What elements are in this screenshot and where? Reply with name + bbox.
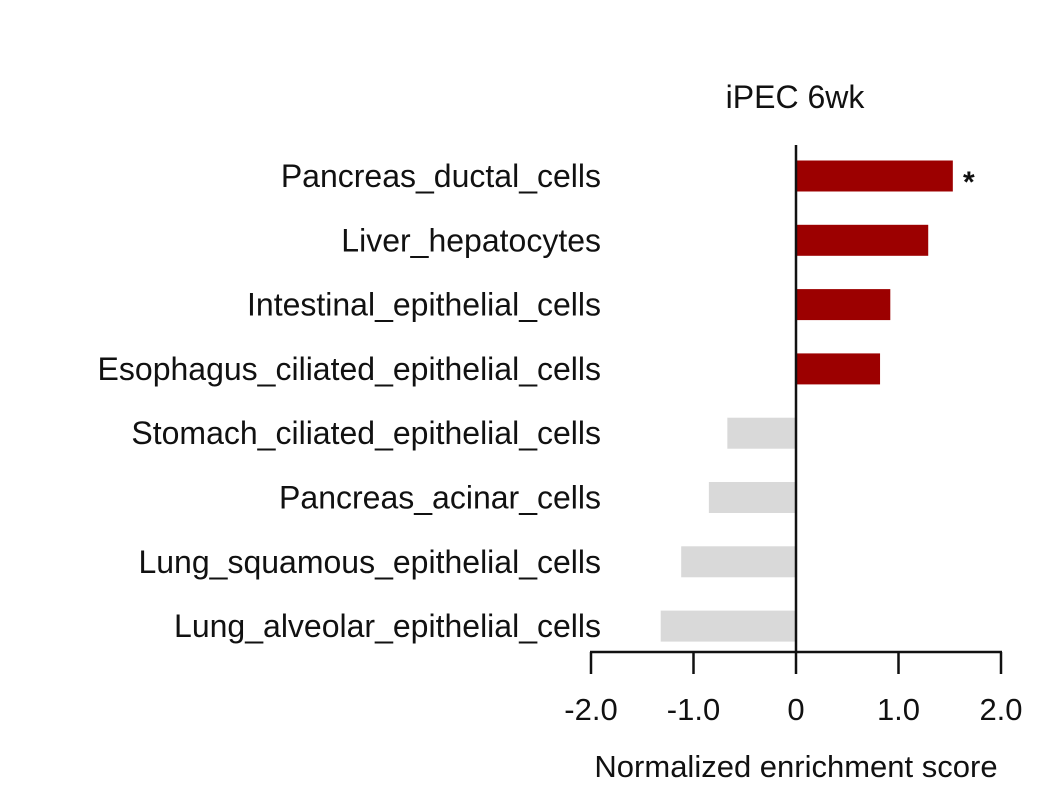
- category-label: Pancreas_ductal_cells: [281, 158, 601, 194]
- x-tick-label: 1.0: [877, 692, 920, 727]
- bar-liver-hepatocytes: [796, 224, 929, 256]
- category-label: Liver_hepatocytes: [341, 222, 601, 258]
- category-label: Intestinal_epithelial_cells: [247, 287, 601, 323]
- x-tick-label: -1.0: [667, 692, 720, 727]
- x-tick-label: -2.0: [564, 692, 617, 727]
- bar-esophagus-ciliated-epithelial-cells: [796, 353, 881, 385]
- category-label: Lung_squamous_epithelial_cells: [138, 544, 601, 580]
- bar-stomach-ciliated-epithelial-cells: [727, 417, 796, 449]
- bar-pancreas-acinar-cells: [708, 482, 796, 513]
- x-axis-title: Normalized enrichment score: [594, 749, 997, 784]
- x-tick-label: 0: [787, 692, 804, 727]
- bar-lung-squamous-epithelial-cells: [681, 546, 796, 578]
- bars-layer: [660, 160, 953, 642]
- significance-marker: *: [963, 166, 975, 199]
- x-tick-label: 2.0: [979, 692, 1022, 727]
- bar-intestinal-epithelial-cells: [796, 289, 891, 321]
- bar-lung-alveolar-epithelial-cells: [660, 610, 796, 642]
- category-label: Pancreas_acinar_cells: [279, 480, 601, 516]
- category-labels: Pancreas_ductal_cells Liver_hepatocytes In…: [98, 158, 975, 644]
- axes: -2.0 -1.0 0 1.0 2.0: [564, 145, 1023, 727]
- chart-title: iPEC 6wk: [726, 79, 866, 115]
- category-label: Stomach_ciliated_epithelial_cells: [131, 415, 601, 451]
- category-label: Lung_alveolar_epithelial_cells: [174, 608, 601, 644]
- bar-pancreas-ductal-cells: [796, 160, 953, 192]
- category-label: Esophagus_ciliated_epithelial_cells: [98, 351, 601, 387]
